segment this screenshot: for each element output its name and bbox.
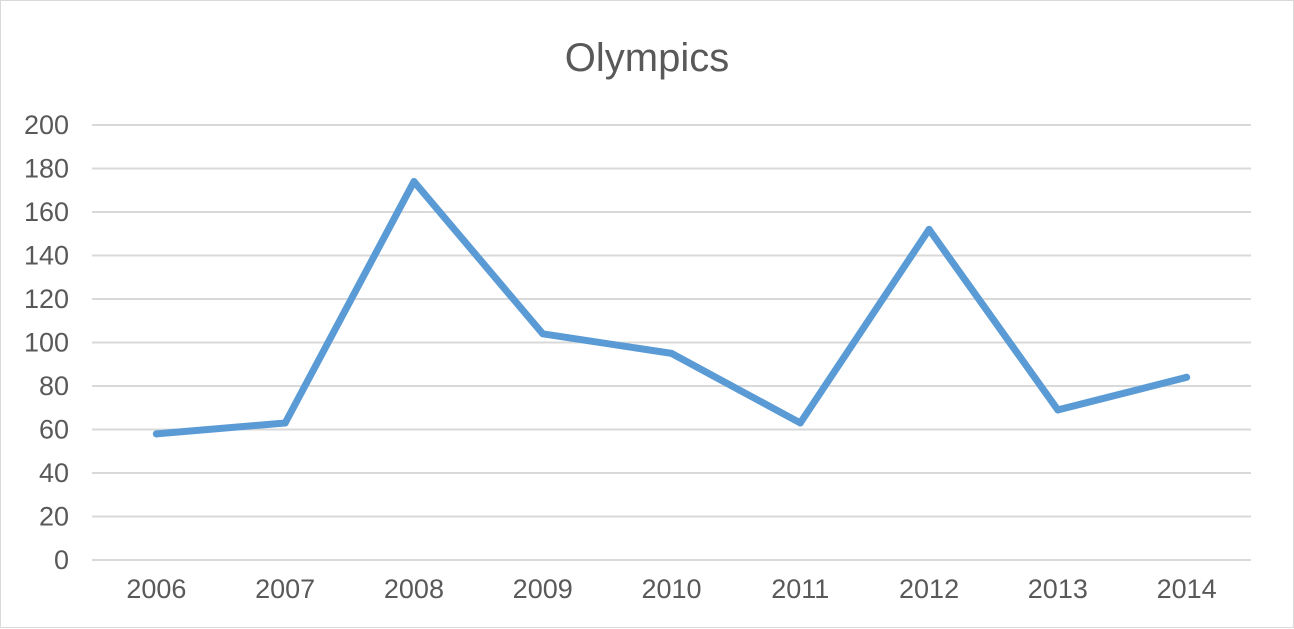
chart-title: Olympics xyxy=(565,36,729,80)
data-point-2012 xyxy=(925,225,933,233)
y-tick-label: 100 xyxy=(24,328,69,358)
x-tick-label: 2008 xyxy=(384,574,444,604)
x-tick-label: 2014 xyxy=(1157,574,1217,604)
x-tick-label: 2011 xyxy=(771,574,829,604)
data-point-2011 xyxy=(796,419,804,427)
x-tick-label: 2009 xyxy=(513,574,573,604)
x-tick-label: 2007 xyxy=(255,574,315,604)
data-point-2008 xyxy=(410,178,418,186)
data-point-2006 xyxy=(152,430,160,438)
series-line xyxy=(152,178,1191,438)
x-tick-label: 2010 xyxy=(641,574,701,604)
y-tick-label: 60 xyxy=(39,415,69,445)
y-tick-label: 200 xyxy=(24,110,69,140)
y-tick-label: 120 xyxy=(24,284,69,314)
y-tick-label: 140 xyxy=(24,241,69,271)
y-tick-label: 180 xyxy=(24,154,69,184)
data-point-2007 xyxy=(281,419,289,427)
data-point-2013 xyxy=(1054,406,1062,414)
data-point-2009 xyxy=(539,330,547,338)
y-tick-label: 20 xyxy=(39,502,69,532)
x-tick-label: 2012 xyxy=(899,574,959,604)
y-tick-label: 80 xyxy=(39,371,69,401)
y-tick-label: 160 xyxy=(24,197,69,227)
y-axis-tick-labels: 0 20 40 60 80 100 120 140 160 180 200 xyxy=(24,110,69,575)
y-tick-label: 0 xyxy=(54,545,69,575)
x-tick-label: 2013 xyxy=(1028,574,1088,604)
x-axis-tick-labels: 2006 2007 2008 2009 2010 2011 2012 2013 2014 xyxy=(126,574,1216,604)
data-point-2010 xyxy=(668,349,675,357)
x-tick-label: 2006 xyxy=(126,574,186,604)
y-tick-label: 40 xyxy=(39,458,69,488)
gridlines xyxy=(92,124,1251,561)
series-group xyxy=(152,178,1191,438)
data-point-2014 xyxy=(1183,373,1191,381)
